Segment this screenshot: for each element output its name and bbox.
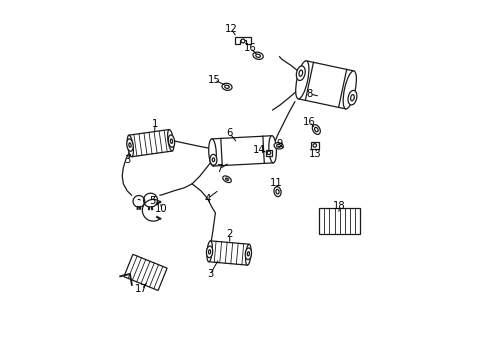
Text: 1: 1 — [152, 119, 158, 129]
Ellipse shape — [167, 130, 173, 151]
Ellipse shape — [245, 248, 251, 260]
Ellipse shape — [128, 143, 131, 147]
Ellipse shape — [245, 244, 250, 265]
Polygon shape — [234, 37, 251, 44]
Text: 13: 13 — [308, 149, 321, 159]
Text: 8: 8 — [306, 89, 312, 99]
Text: 15: 15 — [207, 75, 220, 85]
Ellipse shape — [312, 144, 316, 147]
Text: 4: 4 — [204, 194, 210, 204]
Text: 10: 10 — [154, 204, 167, 214]
Text: 14: 14 — [252, 145, 265, 155]
Ellipse shape — [273, 186, 281, 197]
Ellipse shape — [209, 154, 217, 165]
Text: 6: 6 — [226, 129, 232, 138]
Polygon shape — [298, 61, 353, 109]
Ellipse shape — [298, 70, 302, 76]
Ellipse shape — [222, 83, 232, 90]
Ellipse shape — [206, 241, 212, 262]
Ellipse shape — [241, 39, 244, 43]
Ellipse shape — [223, 176, 231, 183]
Ellipse shape — [225, 178, 228, 180]
Ellipse shape — [276, 144, 280, 147]
Polygon shape — [128, 130, 172, 157]
Polygon shape — [310, 142, 318, 149]
Polygon shape — [319, 208, 359, 234]
Text: 2: 2 — [226, 229, 232, 239]
Ellipse shape — [350, 95, 353, 101]
Polygon shape — [208, 241, 249, 265]
Ellipse shape — [347, 90, 356, 105]
Ellipse shape — [170, 139, 172, 143]
Ellipse shape — [295, 61, 308, 99]
Text: 3: 3 — [124, 155, 130, 165]
Ellipse shape — [273, 143, 283, 149]
Polygon shape — [211, 136, 273, 166]
Ellipse shape — [208, 139, 216, 166]
Polygon shape — [123, 255, 167, 291]
Ellipse shape — [314, 127, 318, 132]
Ellipse shape — [247, 252, 249, 256]
Ellipse shape — [255, 54, 260, 57]
Ellipse shape — [312, 125, 320, 134]
Ellipse shape — [208, 250, 210, 254]
Text: 5: 5 — [149, 196, 155, 206]
Text: 18: 18 — [333, 201, 345, 211]
Text: 16: 16 — [244, 43, 256, 53]
Text: 3: 3 — [207, 269, 213, 279]
Text: 7: 7 — [216, 164, 222, 174]
Polygon shape — [265, 150, 272, 156]
Ellipse shape — [168, 135, 174, 147]
Text: 16: 16 — [303, 117, 315, 127]
Text: 17: 17 — [135, 284, 148, 294]
Ellipse shape — [343, 71, 356, 109]
Text: 11: 11 — [269, 178, 282, 188]
Ellipse shape — [127, 135, 133, 157]
Ellipse shape — [296, 66, 305, 81]
Ellipse shape — [206, 246, 212, 258]
Ellipse shape — [212, 158, 214, 162]
Text: 9: 9 — [276, 139, 282, 149]
Ellipse shape — [126, 139, 133, 151]
Ellipse shape — [266, 151, 270, 154]
Ellipse shape — [252, 52, 263, 59]
Ellipse shape — [275, 189, 279, 194]
Ellipse shape — [268, 136, 276, 163]
Text: 12: 12 — [224, 23, 237, 33]
Ellipse shape — [224, 85, 229, 89]
